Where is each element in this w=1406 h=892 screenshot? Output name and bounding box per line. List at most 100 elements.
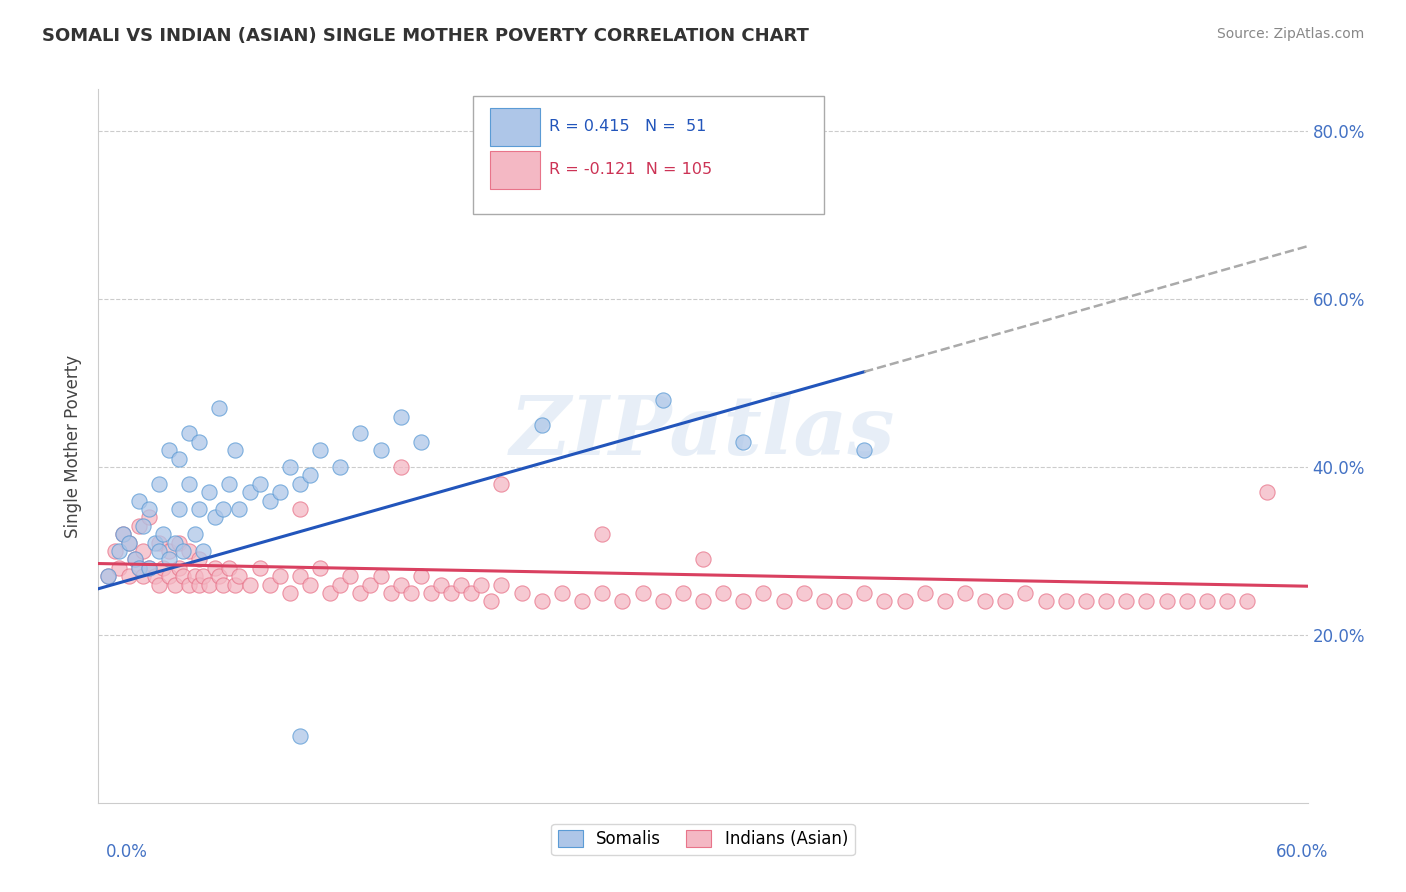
Point: [420, 586, 443, 600]
Point: [97, 569, 120, 583]
Point: [184, 527, 207, 541]
Point: [167, 502, 190, 516]
Point: [208, 401, 231, 416]
Point: [152, 527, 174, 541]
Point: [239, 485, 262, 500]
Point: [259, 577, 281, 591]
Point: [329, 577, 352, 591]
Point: [148, 544, 170, 558]
Point: [994, 594, 1017, 608]
Point: [208, 569, 231, 583]
Point: [188, 577, 211, 591]
Point: [470, 577, 492, 591]
FancyBboxPatch shape: [491, 108, 540, 146]
Point: [309, 560, 332, 574]
Point: [934, 594, 956, 608]
Point: [148, 535, 170, 549]
Point: [103, 544, 125, 558]
Point: [1216, 594, 1239, 608]
Point: [118, 535, 141, 549]
Point: [299, 468, 322, 483]
Point: [1195, 594, 1218, 608]
Point: [953, 586, 976, 600]
Point: [460, 586, 482, 600]
Point: [224, 577, 246, 591]
Point: [530, 417, 553, 432]
Point: [107, 544, 129, 558]
Point: [107, 560, 129, 574]
Point: [118, 569, 141, 583]
Point: [179, 544, 201, 558]
Point: [128, 518, 150, 533]
Point: [299, 577, 322, 591]
Point: [249, 476, 271, 491]
Point: [651, 392, 673, 407]
Point: [752, 586, 775, 600]
Point: [138, 560, 160, 574]
Point: [591, 586, 613, 600]
Text: Source: ZipAtlas.com: Source: ZipAtlas.com: [1216, 27, 1364, 41]
Legend: Somalis, Indians (Asian): Somalis, Indians (Asian): [551, 823, 855, 855]
Point: [269, 569, 291, 583]
Point: [551, 586, 574, 600]
Point: [1115, 594, 1137, 608]
Point: [193, 569, 215, 583]
Point: [167, 451, 190, 466]
Point: [179, 476, 201, 491]
Point: [167, 535, 190, 549]
Text: 0.0%: 0.0%: [105, 843, 148, 861]
Point: [893, 594, 915, 608]
Point: [188, 502, 211, 516]
FancyBboxPatch shape: [474, 96, 824, 214]
Point: [914, 586, 936, 600]
Point: [491, 577, 513, 591]
Point: [278, 460, 301, 475]
Point: [269, 485, 291, 500]
Point: [228, 502, 250, 516]
Point: [204, 560, 226, 574]
Point: [440, 586, 463, 600]
FancyBboxPatch shape: [491, 151, 540, 189]
Point: [349, 426, 371, 441]
Point: [148, 476, 170, 491]
Point: [974, 594, 997, 608]
Point: [389, 409, 412, 424]
Point: [1175, 594, 1198, 608]
Point: [1135, 594, 1157, 608]
Point: [138, 560, 160, 574]
Point: [198, 485, 221, 500]
Point: [481, 594, 503, 608]
Point: [128, 560, 150, 574]
Point: [157, 569, 180, 583]
Point: [1156, 594, 1178, 608]
Point: [163, 577, 186, 591]
Point: [204, 510, 226, 524]
Point: [399, 586, 422, 600]
Point: [132, 544, 155, 558]
Point: [1074, 594, 1097, 608]
Point: [612, 594, 634, 608]
Point: [772, 594, 794, 608]
Point: [692, 552, 714, 566]
Point: [228, 569, 250, 583]
Point: [591, 527, 613, 541]
Point: [360, 577, 382, 591]
Point: [813, 594, 835, 608]
Point: [409, 569, 432, 583]
Point: [128, 493, 150, 508]
Point: [124, 552, 146, 566]
Point: [339, 569, 361, 583]
Point: [172, 544, 194, 558]
Point: [212, 577, 235, 591]
Point: [873, 594, 896, 608]
Point: [389, 577, 412, 591]
Point: [157, 443, 180, 458]
Point: [212, 502, 235, 516]
Point: [132, 518, 155, 533]
Point: [288, 729, 311, 743]
Point: [179, 577, 201, 591]
Point: [1054, 594, 1077, 608]
Point: [97, 569, 120, 583]
Point: [138, 510, 160, 524]
Point: [218, 560, 240, 574]
